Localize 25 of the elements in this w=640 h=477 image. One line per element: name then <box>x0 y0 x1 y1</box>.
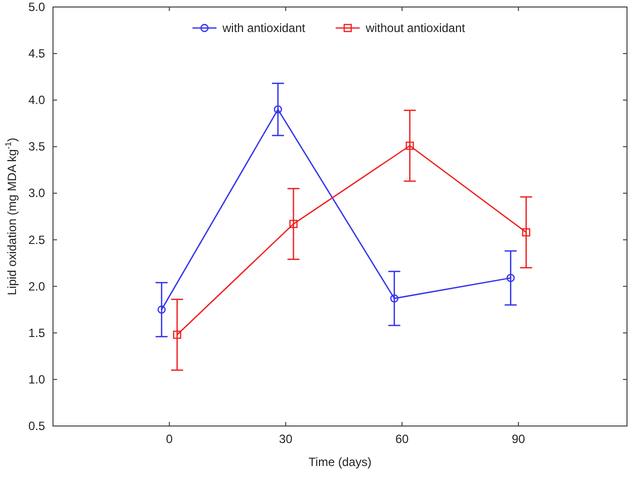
point <box>390 294 398 303</box>
y-tick-label: 1.5 <box>28 326 46 340</box>
y-tick-label: 1.0 <box>28 372 46 386</box>
point <box>289 220 298 228</box>
legend-label: with antioxidant <box>222 21 306 35</box>
point <box>522 228 530 236</box>
y-tick-label: 3.5 <box>28 140 46 154</box>
y-tick-label: 3.0 <box>28 186 46 200</box>
legend-label: without antioxidant <box>364 21 466 35</box>
y-tick-label: 2.5 <box>28 232 46 247</box>
x-tick-label: 90 <box>512 432 526 446</box>
x-axis-title: Time (days) <box>308 455 372 469</box>
point <box>406 142 414 150</box>
y-tick-label: 5.0 <box>28 0 46 14</box>
y-tick-label: 2.0 <box>28 279 46 294</box>
x-tick-label: 30 <box>279 432 293 446</box>
y-tick-label: 4.0 <box>28 93 46 108</box>
point <box>173 330 182 339</box>
x-tick-label: 60 <box>395 432 410 446</box>
y-tick-label: 4.5 <box>28 46 46 61</box>
point <box>157 306 166 314</box>
point <box>506 274 515 282</box>
point <box>274 105 282 114</box>
x-tick-label: 0 <box>166 432 174 446</box>
y-tick-label: 0.5 <box>28 419 46 433</box>
